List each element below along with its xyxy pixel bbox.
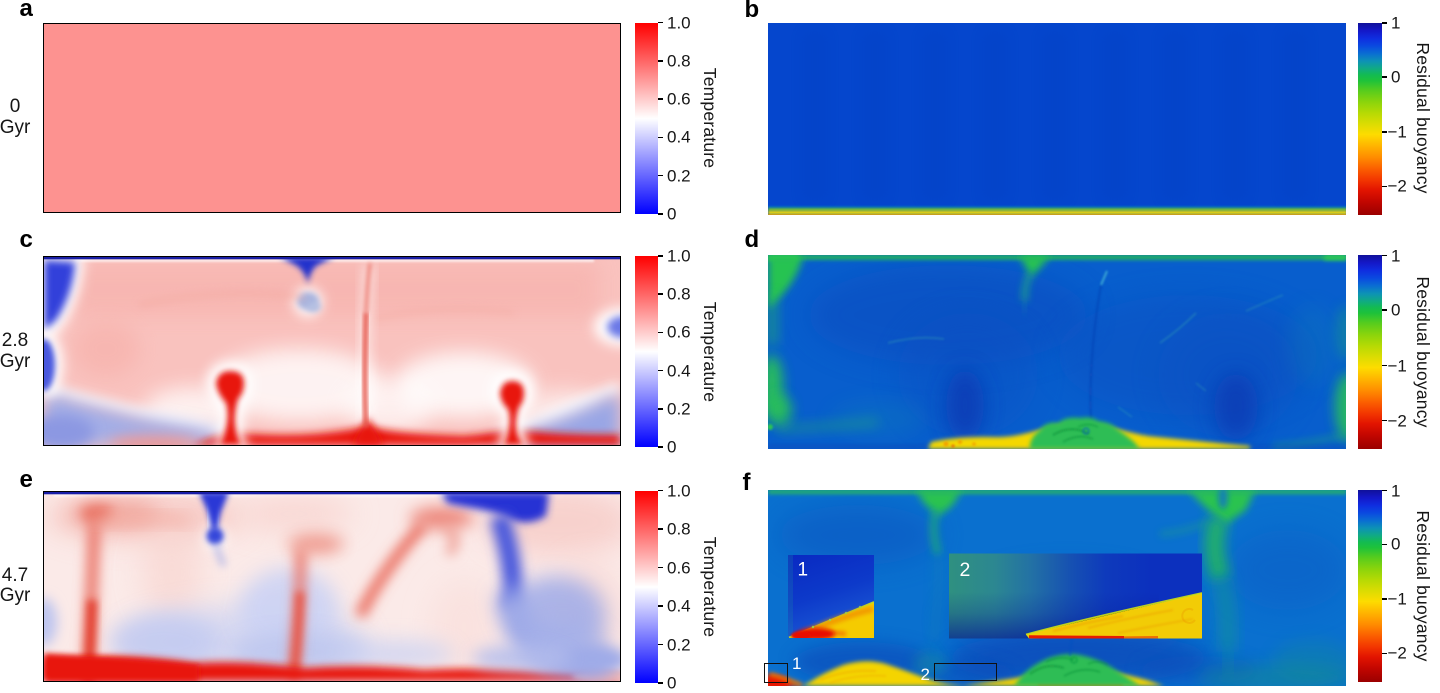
svg-text:1: 1 bbox=[797, 560, 808, 581]
svg-text:2: 2 bbox=[959, 559, 970, 581]
